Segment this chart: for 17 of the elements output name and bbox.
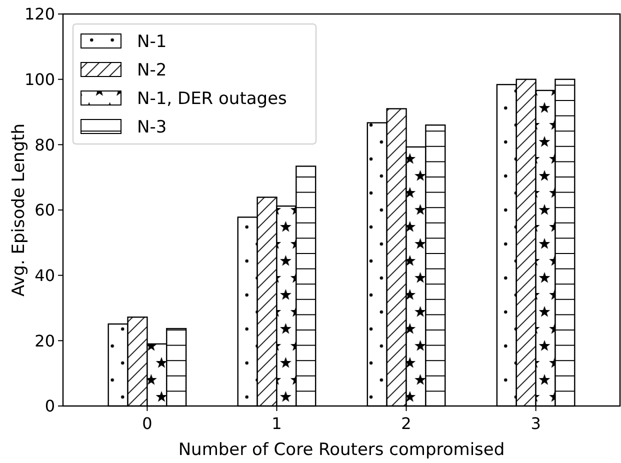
y-tick-label: 0 xyxy=(44,396,55,416)
y-tick-label: 40 xyxy=(34,266,55,285)
y-tick-label: 60 xyxy=(34,200,55,220)
y-tick-label: 120 xyxy=(24,4,55,24)
y-tick-label: 100 xyxy=(24,70,55,89)
x-tick-label: 2 xyxy=(401,414,412,433)
y-tick-label: 80 xyxy=(34,135,55,154)
legend-label: N-2 xyxy=(137,60,167,80)
x-tick-label: 1 xyxy=(272,414,282,433)
legend-label: N-1 xyxy=(137,32,167,52)
y-axis-title: Avg. Episode Length xyxy=(9,123,29,297)
x-tick-label: 0 xyxy=(142,414,152,433)
x-tick-label: 3 xyxy=(530,414,541,433)
x-axis-title: Number of Core Routers compromised xyxy=(178,440,505,460)
y-tick-label: 20 xyxy=(34,331,55,350)
legend-label: N-3 xyxy=(137,117,167,138)
legend-label: N-1, DER outages xyxy=(137,88,288,109)
